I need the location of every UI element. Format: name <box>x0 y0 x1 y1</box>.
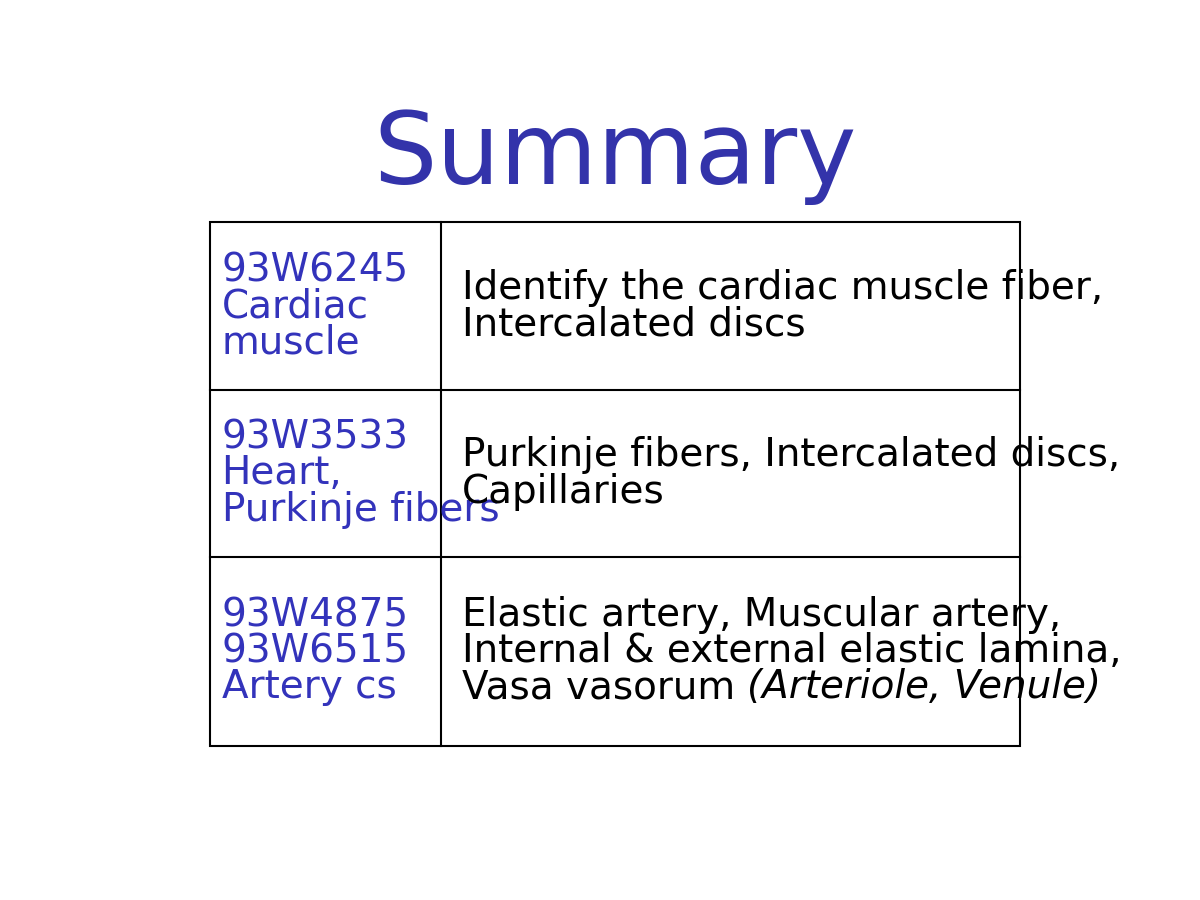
Text: Cardiac: Cardiac <box>222 287 368 325</box>
Text: Heart,: Heart, <box>222 454 342 492</box>
Text: 93W6515: 93W6515 <box>222 633 409 670</box>
Text: Intercalated discs: Intercalated discs <box>462 305 805 343</box>
Text: 93W6245: 93W6245 <box>222 251 409 289</box>
Text: 93W4875: 93W4875 <box>222 597 409 634</box>
Text: Purkinje fibers, Intercalated discs,: Purkinje fibers, Intercalated discs, <box>462 436 1120 474</box>
Text: Identify the cardiac muscle fiber,: Identify the cardiac muscle fiber, <box>462 269 1103 307</box>
Text: Summary: Summary <box>373 108 857 205</box>
Text: Elastic artery, Muscular artery,: Elastic artery, Muscular artery, <box>462 597 1061 634</box>
Text: Capillaries: Capillaries <box>462 472 665 510</box>
Text: Artery cs: Artery cs <box>222 669 396 707</box>
Text: Vasa vasorum: Vasa vasorum <box>462 669 748 707</box>
Text: (Arteriole, Venule): (Arteriole, Venule) <box>748 669 1102 707</box>
Bar <box>210 222 1020 745</box>
Text: 93W3533: 93W3533 <box>222 418 409 456</box>
Text: Purkinje fibers: Purkinje fibers <box>222 491 499 528</box>
Text: muscle: muscle <box>222 323 360 361</box>
Text: Internal & external elastic lamina,: Internal & external elastic lamina, <box>462 633 1121 670</box>
